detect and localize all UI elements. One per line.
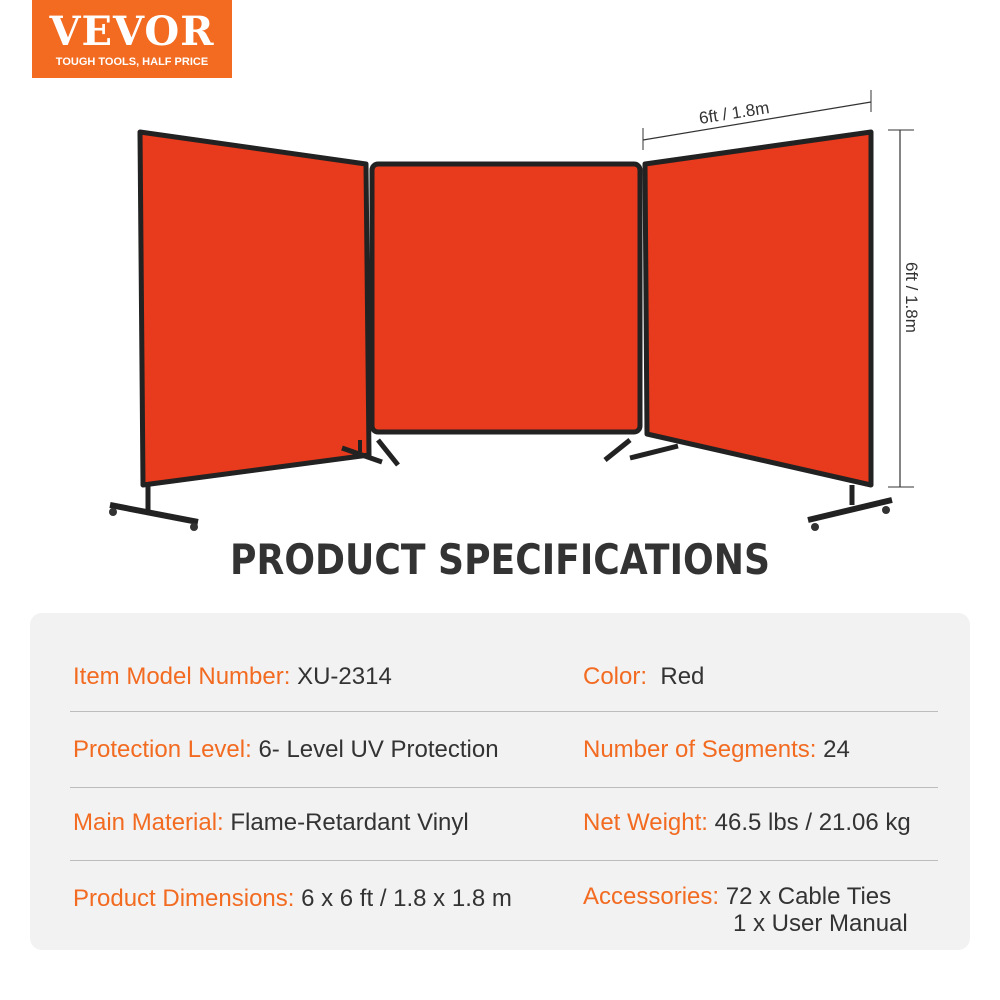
spec-accessories-2: 1 x User Manual [733,910,908,937]
divider [70,787,938,788]
spec-label: Product Dimensions: [73,885,295,912]
divider [70,711,938,712]
spec-dimensions: Product Dimensions: 6 x 6 ft / 1.8 x 1.8… [73,885,512,913]
spec-label: Protection Level: [73,736,252,763]
spec-value: 6- Level UV Protection [258,736,499,763]
vevor-logo: VEVOR TOUGH TOOLS, HALF PRICE [32,0,232,78]
height-label: 6ft / 1.8m [902,262,921,333]
spec-accessories: Accessories: 72 x Cable Ties [583,883,891,911]
spec-label: Number of Segments: [583,736,817,763]
welding-screen-image: 6ft / 1.8m 6ft / 1.8m [109,90,921,531]
spec-weight: Net Weight: 46.5 lbs / 21.06 kg [583,809,911,837]
left-panel [109,129,383,531]
page-title: PRODUCT SPECIFICATIONS [230,535,770,584]
logo-brand: VEVOR [49,8,215,55]
spec-label: Item Model Number: [73,663,291,690]
right-panel [629,129,893,531]
divider [70,860,938,861]
middle-panel [369,161,643,467]
spec-value: Flame-Retardant Vinyl [230,809,469,836]
spec-label: Main Material: [73,809,224,836]
height-dimension: 6ft / 1.8m [888,129,921,488]
spec-value: 72 x Cable Ties [725,883,892,910]
spec-protection: Protection Level: 6- Level UV Protection [73,736,499,764]
spec-value: 6 x 6 ft / 1.8 x 1.8 m [301,885,512,912]
spec-value: 46.5 lbs / 21.06 kg [714,809,911,836]
logo-tagline: TOUGH TOOLS, HALF PRICE [55,56,209,68]
spec-label: Color: [583,663,648,690]
spec-value: XU-2314 [297,663,392,690]
width-label: 6ft / 1.8m [698,98,771,128]
spec-color: Color: Red [583,663,704,691]
spec-model: Item Model Number: XU-2314 [73,663,392,691]
spec-material: Main Material: Flame-Retardant Vinyl [73,809,469,837]
spec-value: 24 [823,736,850,763]
spec-label: Net Weight: [583,809,708,836]
spec-label: Accessories: [583,883,720,910]
spec-segments: Number of Segments: 24 [583,736,850,764]
spec-table: Item Model Number: XU-2314 Color: Red Pr… [30,613,970,950]
spec-value: Red [660,663,705,690]
